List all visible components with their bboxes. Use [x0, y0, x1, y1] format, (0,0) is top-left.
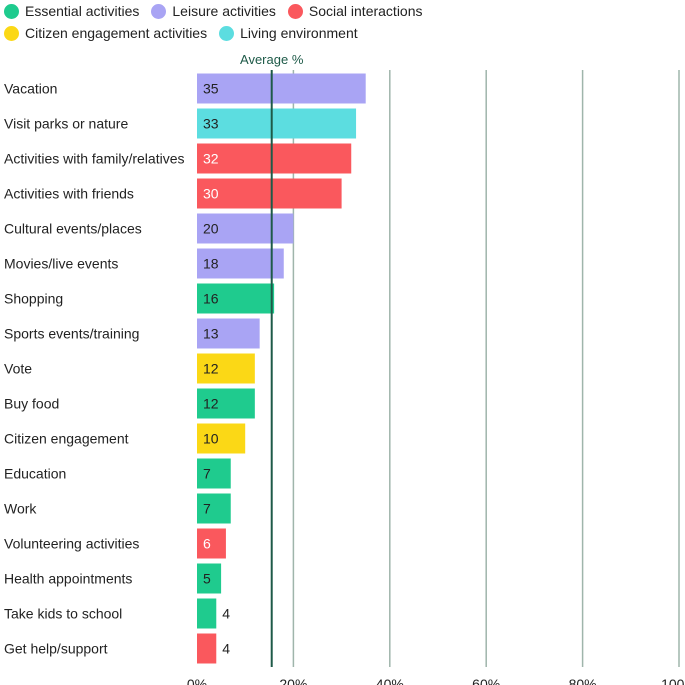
- value-label-vacation: 35: [203, 81, 219, 97]
- x-tick-40: 40%: [376, 676, 404, 685]
- category-label-education: Education: [4, 466, 66, 482]
- bar-visit-parks-or-nature: [197, 108, 357, 139]
- legend-item-living-environment: Living environment: [219, 25, 358, 41]
- legend-swatch-essential-activities: [4, 3, 19, 19]
- legend-label-social-interactions: Social interactions: [308, 3, 423, 19]
- value-label-cultural-events-places: 20: [203, 221, 219, 237]
- bar-activities-with-friends: [197, 178, 342, 209]
- bar-work: [197, 493, 231, 524]
- value-label-vote: 12: [203, 361, 219, 377]
- legend-row-2: Citizen engagement activities Living envi…: [4, 22, 684, 44]
- x-tick-100: 100%: [661, 676, 685, 685]
- category-label-activities-with-family-relatives: Activities with family/relatives: [4, 151, 185, 167]
- legend-swatch-citizen-engagement-activities: [4, 25, 19, 41]
- value-label-education: 7: [203, 466, 211, 482]
- bars: 35 33 32 30 20 18 16 13 12 12 10 7 7 6 5 4 4: [197, 73, 366, 664]
- bar-shopping: [197, 283, 275, 314]
- value-label-visit-parks-or-nature: 33: [203, 116, 219, 132]
- x-tick-0: 0%: [187, 676, 207, 685]
- average-label: Average %: [240, 52, 304, 67]
- legend-label-citizen-engagement-activities: Citizen engagement activities: [25, 25, 208, 41]
- bar-citizen-engagement: [197, 423, 246, 454]
- value-label-work: 7: [203, 501, 211, 517]
- x-tick-20: 20%: [279, 676, 307, 685]
- bar-buy-food: [197, 388, 255, 419]
- category-label-cultural-events-places: Cultural events/places: [4, 221, 142, 237]
- category-label-take-kids-to-school: Take kids to school: [4, 606, 122, 622]
- legend-item-leisure-activities: Leisure activities: [151, 3, 276, 19]
- category-label-buy-food: Buy food: [4, 396, 59, 412]
- x-axis-ticks: 0% 20% 40% 60% 80% 100%: [187, 676, 685, 685]
- bar-activities-with-family-relatives: [197, 143, 352, 174]
- legend-label-essential-activities: Essential activities: [25, 3, 140, 19]
- category-label-volunteering-activities: Volunteering activities: [4, 536, 139, 552]
- legend-row-1: Essential activities Leisure activities So…: [4, 0, 684, 22]
- value-label-volunteering-activities: 6: [203, 536, 211, 552]
- bar-get-help-support: [197, 633, 217, 664]
- category-label-activities-with-friends: Activities with friends: [4, 186, 134, 202]
- bar-sports-events-training: [197, 318, 260, 349]
- category-label-get-help-support: Get help/support: [4, 641, 108, 657]
- bar-education: [197, 458, 231, 489]
- bar-volunteering-activities: [197, 528, 226, 559]
- category-label-shopping: Shopping: [4, 291, 63, 307]
- value-label-shopping: 16: [203, 291, 219, 307]
- bar-health-appointments: [197, 563, 222, 594]
- x-tick-80: 80%: [569, 676, 597, 685]
- value-label-health-appointments: 5: [203, 571, 211, 587]
- value-label-movies-live-events: 18: [203, 256, 219, 272]
- legend-label-living-environment: Living environment: [240, 25, 358, 41]
- category-label-health-appointments: Health appointments: [4, 571, 132, 587]
- legend-swatch-leisure-activities: [151, 3, 167, 19]
- value-label-get-help-support: 4: [222, 641, 230, 657]
- category-label-visit-parks-or-nature: Visit parks or nature: [4, 116, 128, 132]
- x-tick-60: 60%: [472, 676, 500, 685]
- value-label-buy-food: 12: [203, 396, 219, 412]
- category-label-vacation: Vacation: [4, 81, 57, 97]
- category-label-movies-live-events: Movies/live events: [4, 256, 118, 272]
- category-label-vote: Vote: [4, 361, 32, 377]
- legend-label-leisure-activities: Leisure activities: [172, 3, 276, 19]
- legend: Essential activities Leisure activities So…: [4, 0, 684, 44]
- bar-take-kids-to-school: [197, 598, 217, 629]
- category-label-sports-events-training: Sports events/training: [4, 326, 139, 342]
- value-label-take-kids-to-school: 4: [222, 606, 230, 622]
- legend-swatch-social-interactions: [287, 3, 303, 19]
- value-label-activities-with-family-relatives: 32: [203, 151, 219, 167]
- average-marker: Average %: [240, 52, 304, 667]
- bar-vacation: [197, 73, 366, 104]
- legend-item-essential-activities: Essential activities: [4, 3, 139, 19]
- legend-item-social-interactions: Social interactions: [287, 3, 423, 19]
- bar-vote: [197, 353, 255, 384]
- category-labels: Vacation Visit parks or nature Activities …: [4, 81, 185, 657]
- legend-swatch-living-environment: [219, 25, 235, 41]
- legend-item-citizen-engagement-activities: Citizen engagement activities: [4, 25, 207, 41]
- bar-movies-live-events: [197, 248, 284, 279]
- bar-cultural-events-places: [197, 213, 294, 244]
- category-label-work: Work: [4, 501, 37, 517]
- value-label-activities-with-friends: 30: [203, 186, 219, 202]
- value-label-sports-events-training: 13: [203, 326, 219, 342]
- category-label-citizen-engagement: Citizen engagement: [4, 431, 129, 447]
- value-label-citizen-engagement: 10: [203, 431, 219, 447]
